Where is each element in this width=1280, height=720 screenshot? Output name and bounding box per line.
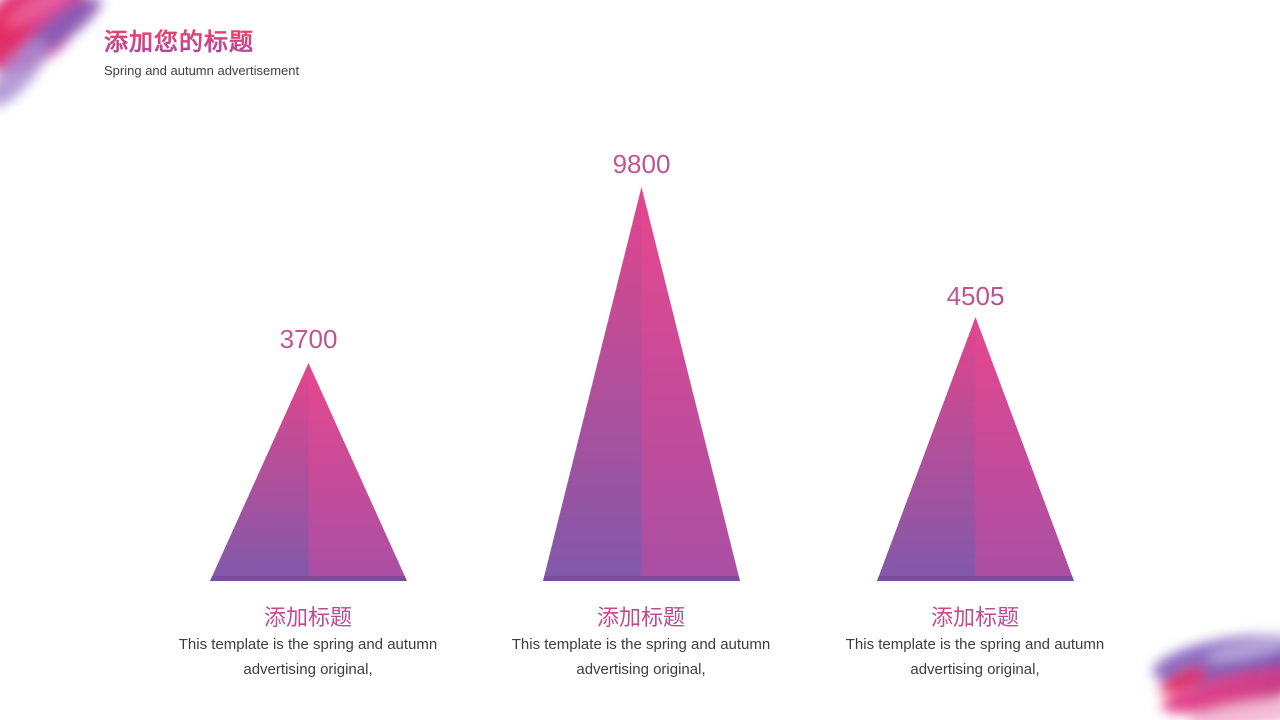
- brush-decoration-bottom-right: [1152, 634, 1280, 720]
- pyramid-shape: [543, 187, 740, 581]
- pyramid-value: 4505: [877, 281, 1074, 312]
- pyramid-caption: 添加标题: [158, 600, 458, 632]
- pyramid-value: 3700: [210, 324, 407, 355]
- slide-header: 添加您的标题 Spring and autumn advertisement: [104, 28, 299, 79]
- pyramid-caption: 添加标题: [491, 600, 791, 632]
- page-subtitle: Spring and autumn advertisement: [104, 63, 300, 78]
- page-title: 添加您的标题: [104, 28, 299, 58]
- pyramid-description: This template is the spring and autumn a…: [511, 636, 771, 678]
- pyramid-shape: [210, 363, 407, 581]
- brush-decoration-top-left: [0, 0, 102, 107]
- pyramid-shape: [877, 317, 1074, 581]
- pyramid-description: This template is the spring and autumn a…: [845, 636, 1105, 678]
- pyramid-caption: 添加标题: [825, 600, 1125, 632]
- pyramid-value: 9800: [543, 149, 740, 180]
- pyramid-description: This template is the spring and autumn a…: [178, 636, 438, 678]
